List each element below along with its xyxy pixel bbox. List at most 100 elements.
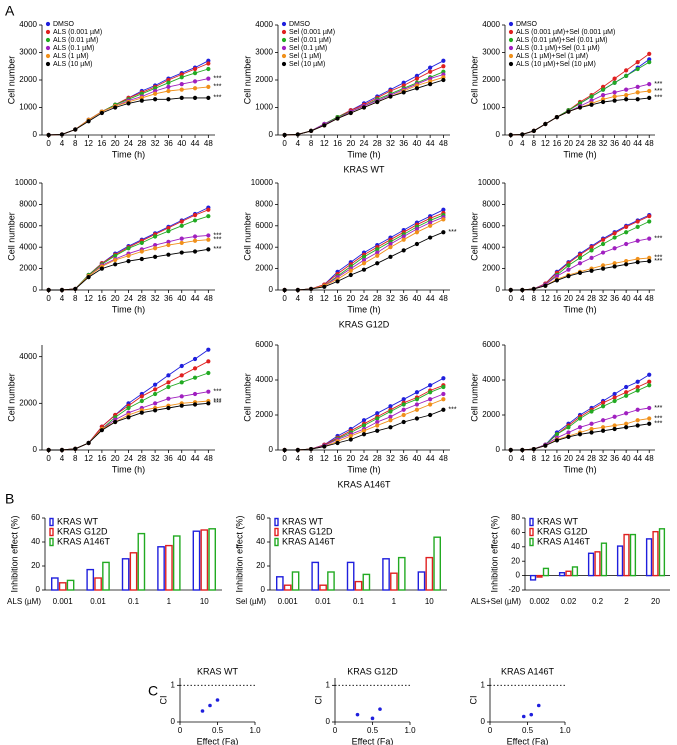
data-point xyxy=(624,262,629,267)
data-point xyxy=(166,84,171,89)
x-tick-label: 20 xyxy=(651,597,660,606)
data-point xyxy=(308,286,314,292)
data-point xyxy=(153,408,158,413)
data-point xyxy=(153,242,158,248)
x-tick-label: 12 xyxy=(541,294,550,303)
x-tick-label: 12 xyxy=(541,454,550,463)
data-point xyxy=(153,91,158,96)
data-point xyxy=(624,97,629,102)
data-point xyxy=(543,443,548,448)
data-point xyxy=(635,224,640,229)
bar xyxy=(311,561,320,591)
data-point xyxy=(624,411,629,416)
y-tick-label: 6000 xyxy=(255,221,273,230)
data-point xyxy=(361,418,367,423)
legend-marker xyxy=(45,21,51,27)
data-point xyxy=(335,279,340,284)
data-point xyxy=(73,127,78,132)
data-point xyxy=(375,253,380,258)
data-point xyxy=(520,132,525,137)
data-point xyxy=(335,440,340,446)
y-tick-label: 8000 xyxy=(19,200,37,209)
data-point xyxy=(401,397,406,402)
x-tick-label: 12 xyxy=(84,294,93,303)
y-tick-label: 4000 xyxy=(19,242,37,251)
bar xyxy=(51,577,59,591)
y-tick-label: 20 xyxy=(256,561,265,570)
y-axis-label: Cell number xyxy=(469,212,479,261)
legend-label: KRAS WT xyxy=(282,516,324,526)
data-point xyxy=(139,256,144,262)
data-point xyxy=(589,268,594,273)
data-point xyxy=(375,261,380,266)
bar xyxy=(58,582,67,591)
data-point xyxy=(295,287,300,293)
legend-label: Sel (0.001 µM) xyxy=(289,29,335,36)
bar xyxy=(327,571,335,591)
x-tick-label: 0.5 xyxy=(212,726,224,735)
data-point xyxy=(531,286,536,292)
legend-marker xyxy=(529,527,534,537)
data-point xyxy=(600,266,606,271)
data-point xyxy=(308,128,314,133)
data-point xyxy=(192,375,198,380)
y-axis-label: CI xyxy=(313,696,323,705)
x-tick-label: 44 xyxy=(191,139,200,148)
bar xyxy=(362,573,371,591)
data-point xyxy=(179,87,184,92)
x-tick-label: 36 xyxy=(399,294,408,303)
x-axis-label: Effect (Fa) xyxy=(507,736,549,745)
legend-label: KRAS WT xyxy=(537,516,579,526)
x-tick-label: 16 xyxy=(333,294,342,303)
x-tick-label: 40 xyxy=(622,454,631,463)
data-point xyxy=(179,223,184,228)
legend-marker xyxy=(49,527,54,537)
data-point xyxy=(635,238,640,243)
x-tick-label: 32 xyxy=(599,454,608,463)
bar xyxy=(529,574,537,581)
x-tick-label: 1.0 xyxy=(249,726,261,735)
y-tick-label: 10000 xyxy=(15,178,38,187)
data-point xyxy=(348,268,353,273)
x-tick-label: 44 xyxy=(426,294,435,303)
y-tick-label: 40 xyxy=(256,537,265,546)
data-point xyxy=(375,423,380,428)
data-point xyxy=(361,432,367,437)
y-axis-label: Cell number xyxy=(242,373,252,422)
data-point xyxy=(166,225,171,231)
data-point xyxy=(166,405,171,411)
data-point xyxy=(388,409,393,414)
data-point xyxy=(153,387,158,392)
x-tick-label: 0 xyxy=(282,139,287,148)
data-point xyxy=(589,248,594,253)
y-tick-label: 0 xyxy=(269,130,274,139)
legend-marker xyxy=(529,537,534,547)
bar xyxy=(172,535,181,591)
data-point xyxy=(566,430,571,435)
x-axis-label: Time (h) xyxy=(563,464,596,474)
y-tick-label: 0 xyxy=(36,585,41,594)
data-point xyxy=(179,363,184,369)
x-axis-label: Time (h) xyxy=(112,464,145,474)
data-point xyxy=(566,263,571,268)
x-tick-label: 28 xyxy=(137,139,146,148)
x-tick-label: 20 xyxy=(564,454,573,463)
x-tick-label: 4 xyxy=(520,454,525,463)
legend-marker xyxy=(45,61,51,67)
x-axis-label: ALS+Sel (µM) xyxy=(471,597,522,606)
data-point xyxy=(428,223,433,228)
x-tick-label: 2 xyxy=(624,597,629,606)
legend-marker xyxy=(45,45,51,51)
y-tick-label: 3000 xyxy=(482,48,500,57)
data-point xyxy=(166,396,171,401)
bar xyxy=(425,556,434,591)
data-point xyxy=(348,110,353,116)
bar xyxy=(121,558,130,591)
legend-label: KRAS G12D xyxy=(537,526,588,536)
x-tick-label: 44 xyxy=(426,139,435,148)
y-tick-label: 1000 xyxy=(482,103,500,112)
legend-label: ALS (10 µM) xyxy=(53,61,92,68)
data-point xyxy=(647,95,652,100)
data-point xyxy=(612,80,617,85)
data-point xyxy=(600,99,606,105)
